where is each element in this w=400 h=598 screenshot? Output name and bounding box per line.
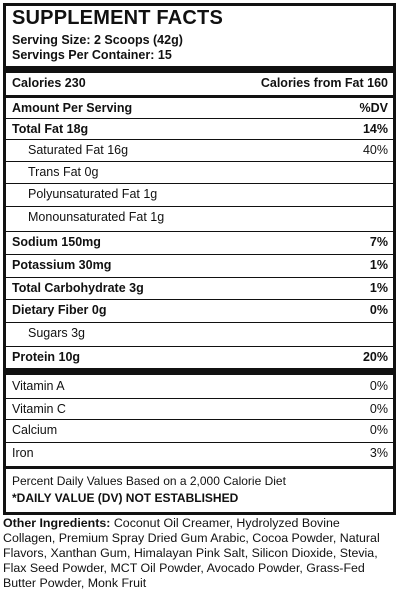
other-ingredients: Other Ingredients: Coconut Oil Creamer, … xyxy=(3,516,395,591)
footnote-dv-not-established: *DAILY VALUE (DV) NOT ESTABLISHED xyxy=(12,491,239,505)
nutrient-row: Monounsaturated Fat 1g xyxy=(6,206,393,228)
supplement-facts-panel: SUPPLEMENT FACTS Serving Size: 2 Scoops … xyxy=(3,3,396,515)
nutrient-row: Saturated Fat 16g 40% xyxy=(6,139,393,161)
other-ingredients-text: Coconut Oil Creamer, Hydrolyzed Bovine C… xyxy=(3,516,380,590)
medium-divider xyxy=(6,466,393,469)
amount-header-row: Amount Per Serving %DV xyxy=(6,98,393,119)
nutrient-name: Polyunsaturated Fat 1g xyxy=(28,187,158,201)
nutrient-row: Trans Fat 0g xyxy=(6,161,393,183)
thick-divider xyxy=(6,368,393,375)
nutrient-name: Protein 10g xyxy=(12,350,81,364)
nutrient-name: Total Fat 18g xyxy=(12,122,89,136)
servings-per-container: Servings Per Container: 15 xyxy=(12,48,172,62)
vitamin-dv: 0% xyxy=(369,402,388,416)
nutrient-row: Protein 10g 20% xyxy=(6,346,393,368)
nutrient-dv: 0% xyxy=(369,303,388,317)
thick-divider xyxy=(6,66,393,73)
vitamin-dv: 3% xyxy=(369,446,388,460)
nutrient-row: Polyunsaturated Fat 1g xyxy=(6,183,393,205)
vitamin-row: Calcium 0% xyxy=(6,419,393,441)
nutrient-name: Sugars 3g xyxy=(28,326,85,340)
nutrient-name: Sodium 150mg xyxy=(12,235,101,249)
nutrient-dv: 40% xyxy=(362,143,388,157)
nutrient-row: Total Carbohydrate 3g 1% xyxy=(6,277,393,299)
nutrient-name: Total Carbohydrate 3g xyxy=(12,281,144,295)
panel-title: SUPPLEMENT FACTS xyxy=(12,7,223,29)
calories-from-fat: Calories from Fat 160 xyxy=(260,76,388,90)
nutrient-name: Monounsaturated Fat 1g xyxy=(28,210,165,224)
serving-size: Serving Size: 2 Scoops (42g) xyxy=(12,33,183,47)
medium-divider xyxy=(6,95,393,98)
nutrient-name: Dietary Fiber 0g xyxy=(12,303,107,317)
vitamin-name: Vitamin C xyxy=(12,402,66,416)
other-ingredients-label: Other Ingredients: xyxy=(3,516,111,530)
vitamin-name: Vitamin A xyxy=(12,379,65,393)
nutrient-row: Total Fat 18g 14% xyxy=(6,118,393,140)
nutrient-row: Sugars 3g xyxy=(6,322,393,344)
vitamin-row: Iron 3% xyxy=(6,442,393,464)
nutrient-name: Trans Fat 0g xyxy=(28,165,99,179)
vitamin-name: Calcium xyxy=(12,423,58,437)
nutrient-row: Sodium 150mg 7% xyxy=(6,231,393,253)
amount-per-serving-label: Amount Per Serving xyxy=(12,101,133,115)
nutrient-dv: 1% xyxy=(369,281,388,295)
vitamin-row: Vitamin C 0% xyxy=(6,398,393,420)
dv-header: %DV xyxy=(359,101,388,115)
vitamin-dv: 0% xyxy=(369,423,388,437)
nutrient-dv: 1% xyxy=(369,258,388,272)
nutrient-row: Dietary Fiber 0g 0% xyxy=(6,299,393,321)
footnote-daily-values: Percent Daily Values Based on a 2,000 Ca… xyxy=(12,474,286,488)
vitamin-dv: 0% xyxy=(369,379,388,393)
calories-label: Calories 230 xyxy=(12,76,86,90)
nutrient-name: Potassium 30mg xyxy=(12,258,112,272)
nutrient-dv: 14% xyxy=(362,122,388,136)
vitamin-name: Iron xyxy=(12,446,34,460)
nutrient-dv: 7% xyxy=(369,235,388,249)
calories-row: Calories 230 Calories from Fat 160 xyxy=(6,73,393,94)
vitamin-row: Vitamin A 0% xyxy=(6,376,393,397)
nutrient-row: Potassium 30mg 1% xyxy=(6,254,393,276)
nutrient-dv: 20% xyxy=(362,350,388,364)
nutrient-name: Saturated Fat 16g xyxy=(28,143,129,157)
